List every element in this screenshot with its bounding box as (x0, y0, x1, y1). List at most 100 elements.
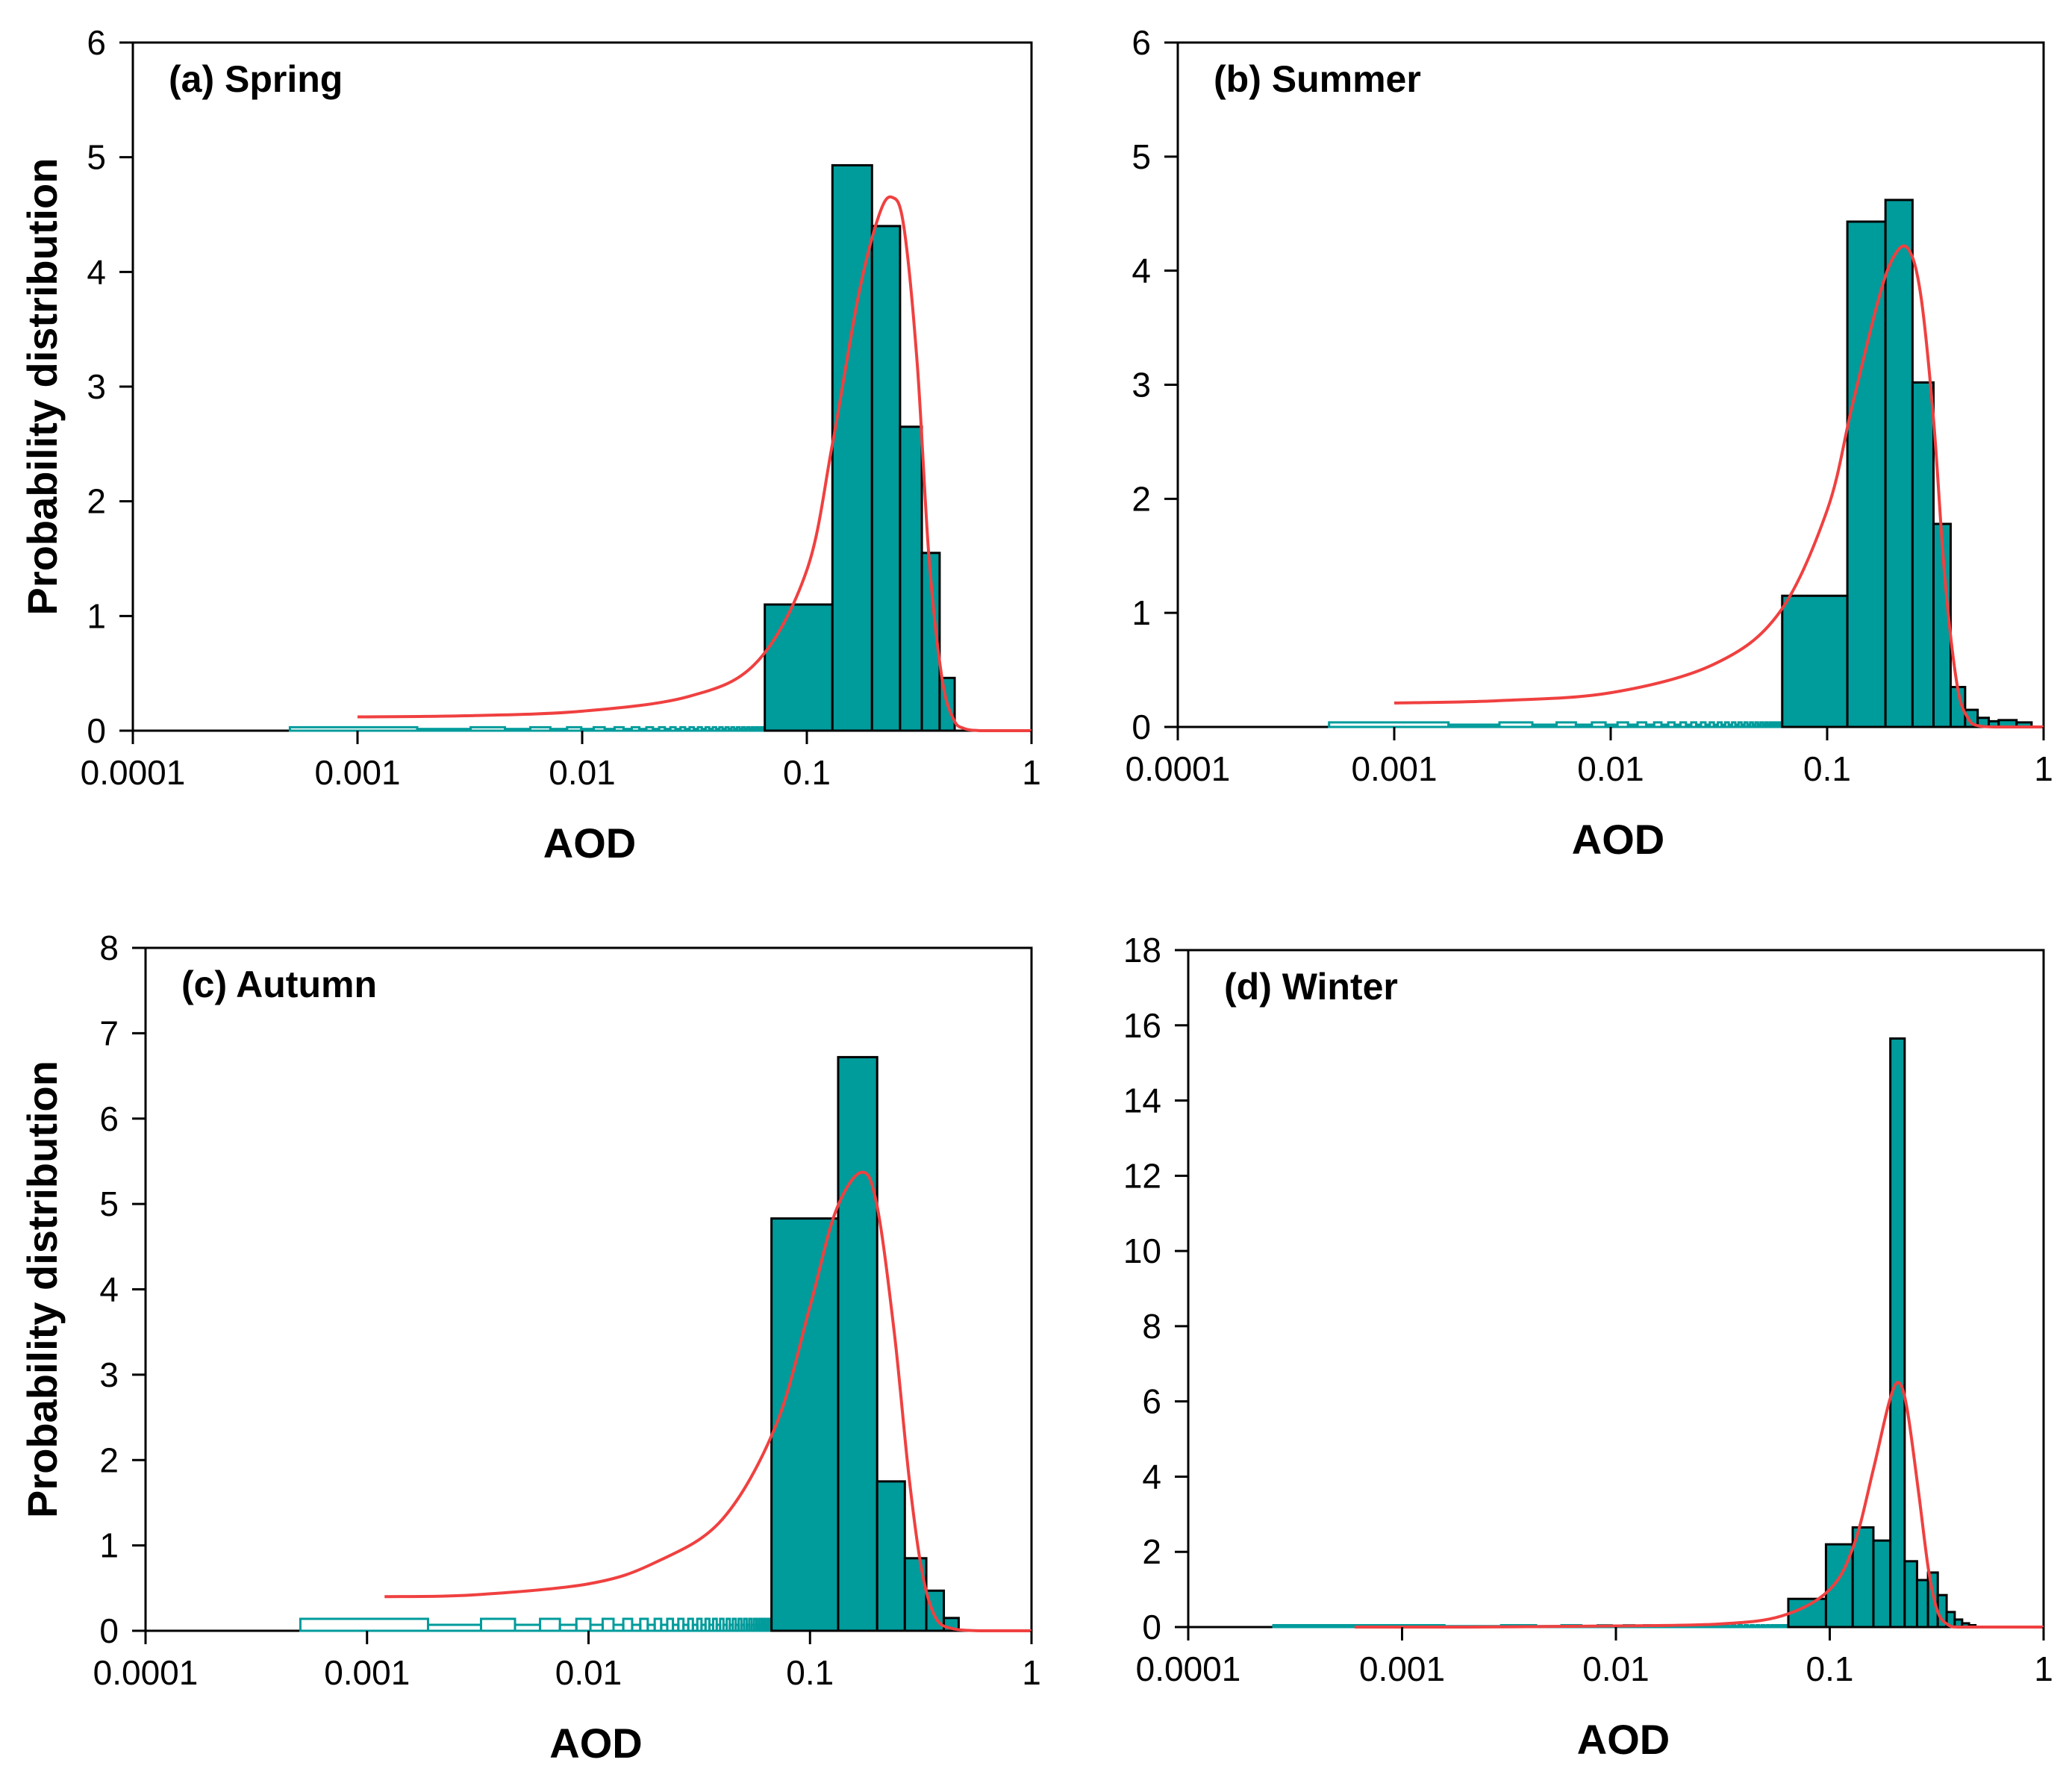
low-tail-bins (288, 725, 767, 732)
histogram-bar (831, 163, 873, 732)
panel-title: (c) Autumn (181, 964, 377, 1005)
x-axis-title: AOD (1572, 816, 1664, 863)
low-tail-bin (592, 725, 606, 732)
panel-title: (b) Summer (1214, 58, 1421, 100)
y-tick-label: 4 (99, 1270, 119, 1309)
low-tail-bin (558, 1623, 578, 1632)
low-tail-bin (479, 1617, 516, 1632)
chart-panel-3: 0.0001 0.001 0.01 0.1 1 0 1 2 3 4 5 6 7 8 (c) Autumn AO… (19, 928, 1041, 1767)
low-tail-bin (630, 725, 641, 732)
y-tick-label: 4 (1132, 252, 1151, 290)
low-tail-bin (1616, 721, 1629, 728)
low-tail-bin (514, 1623, 542, 1632)
y-tick-label: 0 (99, 1611, 119, 1650)
low-tail-bins (299, 1617, 773, 1632)
low-tail-bin (1328, 721, 1450, 728)
y-axis-title: Probability distribution (19, 158, 66, 616)
y-tick-label: 6 (1142, 1382, 1161, 1421)
histogram-bar (1851, 1526, 1875, 1629)
histogram-bar (1846, 220, 1887, 728)
low-tail-bin (416, 728, 472, 732)
x-tick-label: 0.001 (1351, 749, 1437, 788)
histogram-bar (1872, 1539, 1892, 1629)
low-tail-bin (1574, 723, 1594, 728)
low-tail-bin (299, 1617, 429, 1632)
histogram-bar (1781, 594, 1849, 728)
histogram-bar (770, 1217, 840, 1632)
panel-title: (d) Winter (1224, 966, 1398, 1008)
low-tail-bin (575, 1617, 592, 1632)
x-tick-label: 0.0001 (81, 753, 186, 792)
y-tick-label: 6 (87, 23, 106, 62)
x-tick-label: 0.001 (314, 753, 400, 792)
low-tail-bin (580, 728, 595, 732)
y-tick-label: 8 (1142, 1307, 1161, 1346)
x-tick-label: 0.01 (549, 753, 616, 792)
low-tail-bin (1636, 721, 1648, 728)
histogram-bar (1911, 381, 1935, 728)
low-tail-bin (1645, 723, 1655, 728)
y-tick-label: 2 (1132, 479, 1151, 518)
y-tick-label: 4 (87, 252, 106, 291)
histogram-bar (903, 1557, 928, 1632)
y-tick-label: 2 (1142, 1532, 1161, 1571)
y-tick-label: 16 (1123, 1006, 1161, 1045)
low-tail-bin (566, 725, 583, 732)
x-tick-label: 0.1 (783, 753, 831, 792)
low-tail-bin (612, 1623, 625, 1632)
x-tick-label: 0.001 (1359, 1649, 1445, 1688)
histogram-bar (1889, 1037, 1906, 1629)
y-tick-label: 7 (99, 1014, 119, 1052)
y-tick-label: 1 (87, 596, 106, 635)
histogram-bar (1903, 1560, 1918, 1629)
chart-panel-1: 0.0001 0.001 0.01 0.1 1 0 1 2 3 4 5 6 (a) Spring AOD P… (19, 23, 1041, 867)
y-tick-label: 14 (1123, 1081, 1161, 1120)
y-tick-label: 2 (99, 1440, 119, 1479)
histogram-bar (1915, 1579, 1929, 1629)
low-tail-bin (1555, 721, 1577, 728)
fit-curve (384, 1170, 1032, 1633)
low-tail-bin (1626, 723, 1639, 728)
histogram-bar (899, 425, 923, 732)
x-tick-label: 0.01 (1577, 749, 1644, 788)
histogram-bar (1884, 199, 1914, 728)
histogram-bar (876, 1480, 906, 1632)
x-axis-title: AOD (1577, 1716, 1670, 1763)
low-tail-bin (639, 1617, 649, 1632)
x-tick-label: 0.0001 (1136, 1649, 1241, 1688)
y-tick-label: 18 (1123, 931, 1161, 970)
x-tick-label: 0.0001 (93, 1653, 199, 1692)
panel-title: (a) Spring (169, 58, 343, 100)
y-tick-label: 10 (1123, 1231, 1161, 1270)
histogram-bar (837, 1055, 878, 1632)
y-tick-label: 6 (99, 1099, 119, 1138)
low-tail-bin (589, 1623, 604, 1632)
low-tail-bin (426, 1623, 482, 1632)
y-tick-label: 12 (1123, 1156, 1161, 1195)
y-tick-label: 3 (99, 1355, 119, 1394)
y-tick-label: 8 (99, 928, 119, 967)
x-tick-label: 0.1 (1806, 1649, 1854, 1688)
y-tick-label: 5 (87, 138, 106, 177)
x-tick-label: 1 (1022, 753, 1041, 792)
y-tick-label: 0 (1142, 1608, 1161, 1646)
fit-curve (357, 195, 1032, 732)
x-tick-label: 0.01 (1582, 1649, 1650, 1688)
y-tick-label: 5 (1132, 137, 1151, 176)
low-tail-bin (504, 728, 531, 732)
low-tail-bin (528, 725, 552, 732)
histogram-bar (920, 552, 941, 732)
y-tick-label: 4 (1142, 1457, 1161, 1496)
y-tick-label: 0 (87, 711, 106, 750)
low-tail-bin (1591, 721, 1607, 728)
x-tick-label: 0.01 (555, 1653, 622, 1692)
low-tail-bin (1447, 723, 1501, 728)
low-tail-bin (613, 725, 625, 732)
low-tail-bin (601, 1617, 615, 1632)
histogram-bar (764, 603, 834, 732)
y-tick-label: 6 (1132, 23, 1151, 62)
x-tick-label: 1 (2034, 749, 2053, 788)
low-tail-bin (1604, 723, 1619, 728)
